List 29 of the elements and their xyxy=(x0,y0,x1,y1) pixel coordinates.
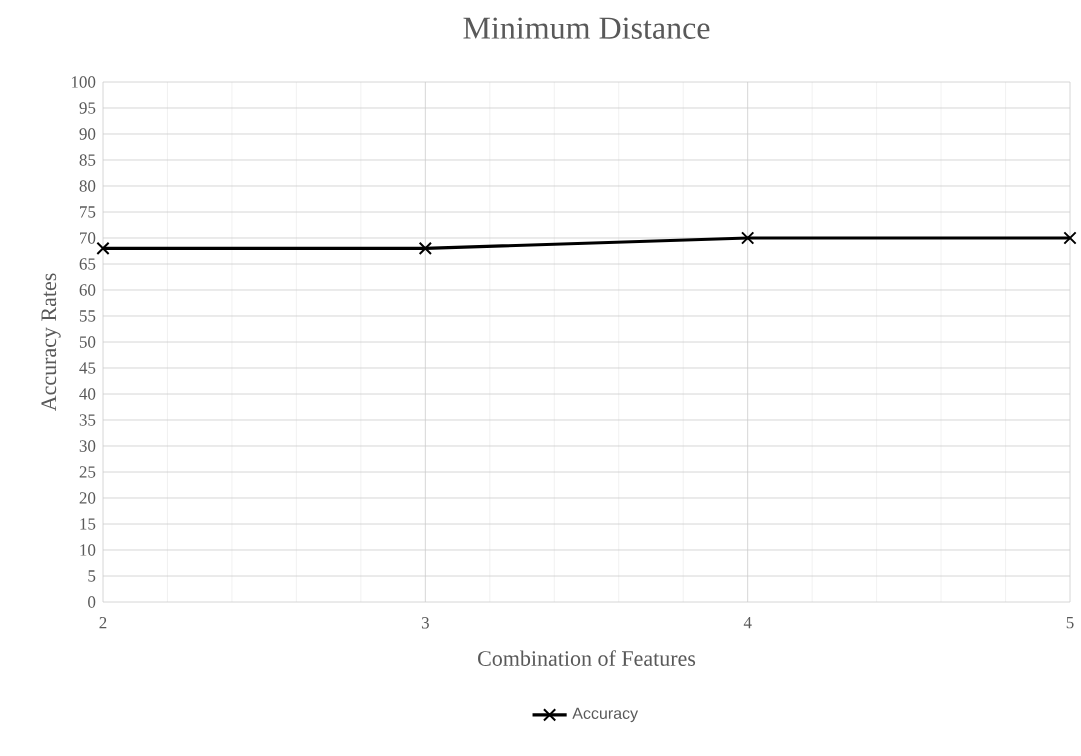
y-tick-label: 25 xyxy=(79,466,96,478)
x-tick-label: 2 xyxy=(99,617,107,629)
y-tick-label: 75 xyxy=(80,206,96,218)
x-tick-label: 4 xyxy=(743,617,752,629)
x-tick-label: 3 xyxy=(421,617,429,629)
y-tick-label: 85 xyxy=(79,154,96,166)
x-axis-title: Combination of Features xyxy=(478,650,696,666)
y-tick-label: 45 xyxy=(79,362,96,374)
y-tick-label: 90 xyxy=(79,128,96,140)
y-tick-label: 60 xyxy=(79,284,96,296)
y-tick-label: 30 xyxy=(79,440,96,452)
y-tick-label: 55 xyxy=(79,310,96,322)
y-tick-label: 10 xyxy=(80,544,96,556)
y-tick-label: 65 xyxy=(79,258,96,270)
y-tick-label: 70 xyxy=(80,232,96,244)
chart-title: Minimum Distance xyxy=(463,17,710,39)
y-axis-title: Accuracy Rates xyxy=(41,273,61,412)
y-tick-label: 40 xyxy=(79,388,96,400)
y-tick-label: 35 xyxy=(79,414,96,426)
y-tick-label: 80 xyxy=(79,180,96,192)
y-tick-label: 95 xyxy=(79,102,96,114)
y-tick-label: 20 xyxy=(79,492,96,504)
x-tick-label: 5 xyxy=(1066,617,1074,629)
y-tick-label: 15 xyxy=(80,518,96,530)
y-tick-label: 100 xyxy=(71,76,96,88)
y-tick-label: 5 xyxy=(88,570,96,582)
legend-label: Accuracy xyxy=(572,707,639,723)
y-tick-label: 0 xyxy=(88,596,96,608)
y-tick-label: 50 xyxy=(79,336,96,348)
